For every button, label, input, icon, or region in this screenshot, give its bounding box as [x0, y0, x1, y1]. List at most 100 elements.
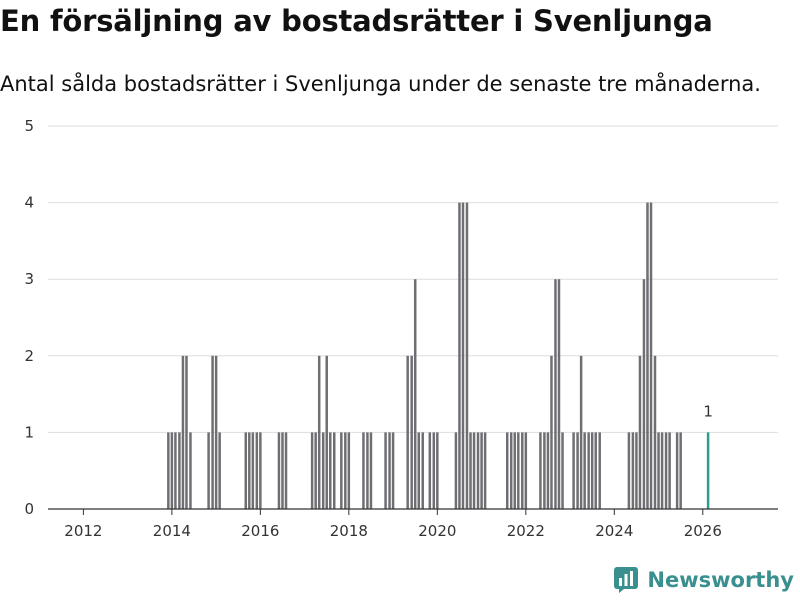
bar: [432, 432, 436, 509]
bar: [211, 355, 214, 509]
bar: [579, 355, 583, 509]
bar: [314, 432, 317, 509]
x-tick-label: 2012: [64, 522, 102, 540]
newsworthy-logo[interactable]: Newsworthy: [613, 566, 794, 594]
y-tick-label: 0: [24, 500, 34, 518]
bar: [325, 355, 328, 509]
bar: [627, 432, 631, 509]
bar: [189, 432, 192, 509]
bar: [277, 432, 281, 509]
bar: [410, 355, 413, 509]
bar: [509, 432, 513, 509]
bar: [340, 432, 343, 509]
bar: [543, 432, 546, 509]
bar: [664, 432, 668, 509]
y-tick-label: 5: [24, 117, 34, 135]
bar: [181, 355, 185, 509]
bar: [317, 355, 321, 509]
data-label: 1: [703, 402, 713, 420]
y-tick-label: 1: [24, 423, 34, 441]
bar: [679, 432, 682, 509]
bar: [587, 432, 590, 509]
bar: [251, 432, 255, 509]
bar: [406, 355, 409, 509]
bar: [259, 432, 262, 509]
bar: [675, 432, 679, 509]
bar: [483, 432, 487, 509]
y-tick-label: 4: [24, 194, 34, 212]
bar: [590, 432, 594, 509]
bar: [557, 279, 561, 509]
bar: [178, 432, 181, 509]
bar: [465, 202, 469, 509]
bar: [321, 432, 325, 509]
bar: [469, 432, 472, 509]
bar: [572, 432, 575, 509]
bar: [513, 432, 517, 509]
chart-title: En försäljning av bostadsrätter i Svenlj…: [0, 4, 713, 38]
bar: [218, 432, 221, 509]
bar: [244, 432, 248, 509]
bar: [461, 202, 465, 509]
bar: [458, 202, 461, 509]
bar: [657, 432, 660, 509]
bar: [284, 432, 288, 509]
bar: [635, 432, 638, 509]
bar: [167, 432, 170, 509]
bar: [310, 432, 314, 509]
bar: [384, 432, 387, 509]
bar: [598, 432, 601, 509]
bar: [550, 355, 553, 509]
bar: [631, 432, 635, 509]
bar: [505, 432, 509, 509]
bar: [248, 432, 251, 509]
bar: [642, 279, 646, 509]
bar: [207, 432, 210, 509]
bar: [583, 432, 586, 509]
x-tick-label: 2024: [595, 522, 633, 540]
bar: [428, 432, 432, 509]
bar: [594, 432, 597, 509]
bar: [421, 432, 424, 509]
bar: [653, 355, 657, 509]
x-tick-label: 2026: [684, 522, 722, 540]
bar: [638, 355, 642, 509]
bar: [454, 432, 458, 509]
bar: [329, 432, 332, 509]
bar: [362, 432, 365, 509]
bar: [344, 432, 347, 509]
bar: [706, 432, 710, 509]
bar: [366, 432, 369, 509]
bar: [472, 432, 476, 509]
bar: [281, 432, 284, 509]
x-tick-label: 2014: [153, 522, 191, 540]
bar: [476, 432, 480, 509]
bar: [668, 432, 671, 509]
bar: [561, 432, 564, 509]
x-tick-label: 2020: [418, 522, 456, 540]
bar: [546, 432, 550, 509]
bar: [391, 432, 395, 509]
bar: [576, 432, 579, 509]
bar: [413, 279, 417, 509]
bar: [347, 432, 351, 509]
bar-series: [167, 202, 710, 509]
bar: [214, 355, 218, 509]
bar: [417, 432, 420, 509]
bar: [388, 432, 391, 509]
bar: [369, 432, 373, 509]
bar: [185, 355, 188, 509]
axes: 0 1 2 3 4 5 2012 2014 2016 2018 2020 2022 2024 2026: [24, 117, 778, 540]
bar: [436, 432, 439, 509]
chart-subtitle: Antal sålda bostadsrätter i Svenljunga u…: [0, 72, 761, 96]
bar: [480, 432, 483, 509]
bar: [649, 202, 653, 509]
y-tick-label: 3: [24, 270, 34, 288]
bar: [524, 432, 528, 509]
bar: [521, 432, 524, 509]
bar: [255, 432, 259, 509]
bar: [333, 432, 336, 509]
bar: [554, 279, 557, 509]
brand-name: Newsworthy: [647, 568, 794, 592]
